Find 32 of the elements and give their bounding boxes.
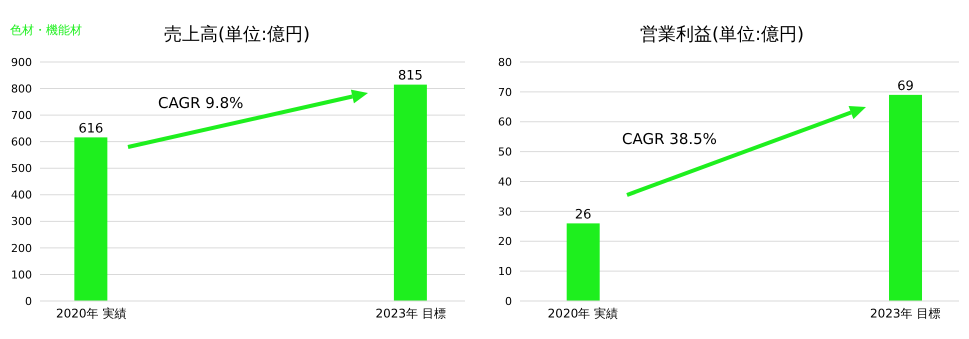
y-tick-label: 800 (11, 82, 32, 96)
y-tick-label: 60 (498, 116, 512, 129)
y-tick-label: 0 (505, 294, 512, 308)
chart-title: 営業利益(単位:億円) (638, 23, 806, 46)
y-tick-label: 200 (11, 242, 32, 255)
data-label: 616 (78, 121, 104, 136)
y-tick-label: 10 (498, 265, 512, 278)
x-tick-label: 2023年 目標 (870, 306, 940, 321)
y-tick-label: 80 (498, 56, 512, 69)
x-tick-label: 2020年 実績 (56, 306, 126, 321)
chart-title: 売上高(単位:億円) (162, 23, 312, 46)
y-tick-label: 50 (498, 146, 512, 159)
y-tick-label: 400 (11, 188, 32, 202)
y-tick-label: 40 (498, 175, 512, 188)
chart-subtitle: 色材・機能材 (10, 22, 82, 39)
annotation: CAGR 38.5% (622, 130, 717, 148)
x-tick-label: 2020年 実績 (548, 306, 618, 321)
y-tick-label: 20 (498, 235, 512, 248)
annotation: CAGR 9.8% (158, 94, 244, 112)
data-label: 815 (398, 68, 423, 84)
y-tick-label: 70 (498, 86, 512, 99)
x-tick-label: 2023年 目標 (375, 306, 446, 321)
data-label: 69 (897, 78, 914, 94)
y-tick-label: 900 (11, 56, 32, 69)
data-label: 26 (574, 207, 592, 222)
y-tick-label: 700 (11, 109, 32, 122)
y-tick-label: 300 (11, 215, 32, 228)
y-tick-label: 500 (11, 162, 32, 176)
y-tick-label: 100 (11, 268, 32, 282)
y-tick-label: 600 (11, 136, 32, 149)
y-tick-label: 30 (498, 205, 512, 218)
y-tick-label: 0 (25, 294, 32, 308)
